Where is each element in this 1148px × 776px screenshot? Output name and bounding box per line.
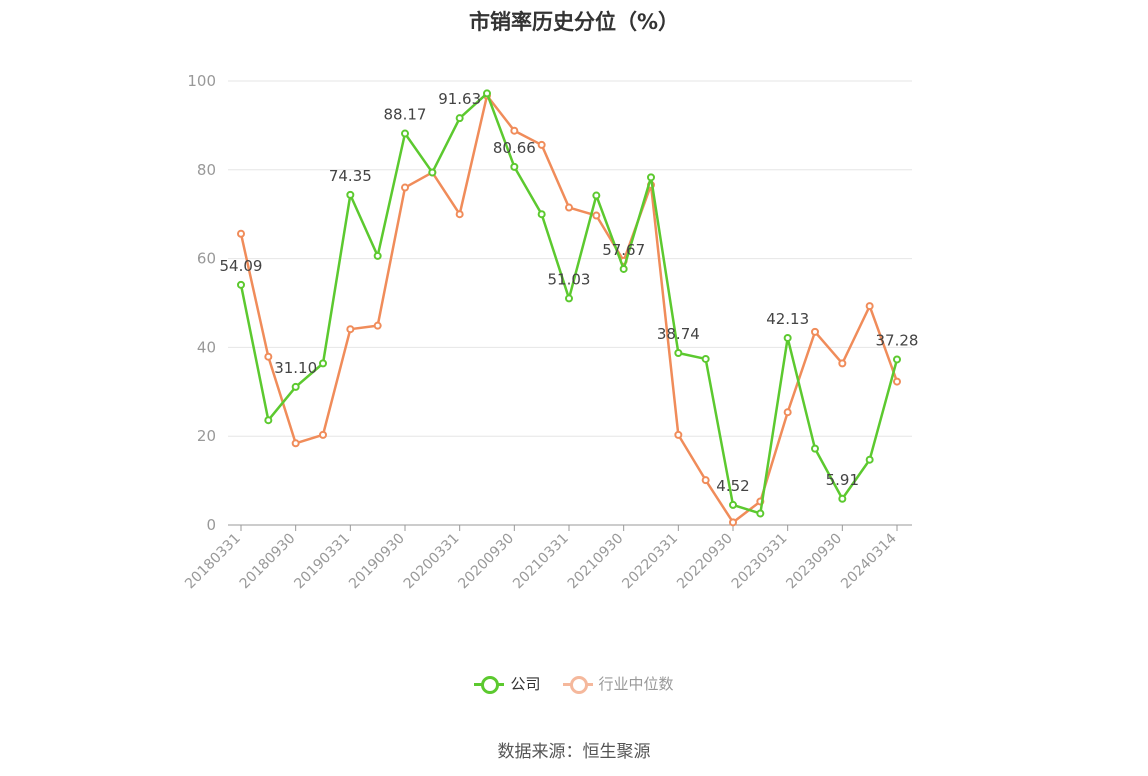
company-point bbox=[729, 500, 737, 509]
data-label: 57.67 bbox=[602, 241, 645, 259]
x-tick-label: 20180331 bbox=[182, 531, 244, 593]
company-point bbox=[483, 89, 491, 98]
data-label: 38.74 bbox=[657, 325, 700, 343]
y-tick-label: 100 bbox=[187, 72, 216, 90]
legend-item-company[interactable]: 公司 bbox=[474, 673, 541, 694]
company-point bbox=[838, 494, 847, 503]
company-point bbox=[373, 251, 382, 260]
data-label: 51.03 bbox=[548, 270, 591, 288]
data-label: 91.63 bbox=[438, 90, 481, 108]
grid-lines bbox=[228, 80, 912, 437]
industry-point bbox=[455, 210, 464, 219]
company-point bbox=[291, 382, 300, 391]
legend-industry-marker-icon bbox=[562, 674, 593, 694]
industry-point bbox=[510, 126, 519, 135]
y-tick-label: 20 bbox=[197, 427, 216, 445]
data-label: 74.35 bbox=[329, 167, 372, 185]
industry-point bbox=[838, 359, 847, 368]
industry-point bbox=[783, 408, 792, 417]
company-point bbox=[565, 294, 573, 303]
legend-company-marker-icon bbox=[474, 674, 505, 694]
company-point bbox=[264, 416, 273, 425]
industry-point bbox=[565, 203, 573, 212]
company-point bbox=[346, 190, 355, 199]
industry-point bbox=[811, 327, 819, 336]
company-point bbox=[865, 455, 874, 464]
industry-point bbox=[264, 352, 273, 361]
industry-point bbox=[729, 518, 737, 527]
data-label: 42.13 bbox=[766, 310, 809, 328]
company-line bbox=[239, 92, 899, 515]
industry-point bbox=[592, 211, 601, 220]
data-label: 5.91 bbox=[826, 471, 859, 489]
company-point bbox=[455, 114, 464, 123]
data-source: 数据来源：恒生聚源 bbox=[497, 742, 651, 762]
y-tick-label: 60 bbox=[197, 250, 216, 268]
company-point bbox=[319, 359, 327, 368]
company-point bbox=[428, 168, 437, 177]
data-label: 88.17 bbox=[384, 106, 427, 124]
legend-item-industry[interactable]: 行业中位数 bbox=[562, 673, 674, 694]
x-tick-label: 20240314 bbox=[838, 530, 900, 592]
industry-point bbox=[701, 476, 710, 485]
series-company bbox=[237, 89, 901, 518]
x-tick-label: 20230331 bbox=[729, 531, 791, 593]
x-tick-label: 20210331 bbox=[510, 531, 572, 593]
y-tick-label: 0 bbox=[206, 516, 216, 534]
x-tick-label: 20220930 bbox=[674, 531, 736, 593]
x-tick-label: 20200930 bbox=[455, 531, 517, 593]
legend: 公司 行业中位数 bbox=[0, 673, 1148, 694]
x-tick-label: 20190930 bbox=[346, 531, 408, 593]
x-tick-label: 20180930 bbox=[237, 531, 299, 593]
company-point bbox=[510, 162, 519, 171]
company-point bbox=[674, 348, 683, 357]
data-label: 4.52 bbox=[716, 477, 749, 495]
legend-company-label: 公司 bbox=[510, 675, 541, 693]
x-tick-label: 20210930 bbox=[565, 531, 627, 593]
x-axis: 2018033120180930201903312019093020200331… bbox=[182, 524, 912, 593]
industry-point bbox=[237, 229, 245, 238]
industry-point bbox=[319, 430, 327, 439]
company-point bbox=[783, 333, 792, 342]
industry-point bbox=[291, 439, 300, 448]
company-point bbox=[537, 210, 546, 219]
data-label: 31.10 bbox=[274, 359, 317, 377]
company-point bbox=[401, 129, 409, 138]
y-axis: 0 20 40 60 80 100 bbox=[187, 72, 216, 534]
x-tick-label: 20190331 bbox=[291, 531, 353, 593]
legend-industry-label: 行业中位数 bbox=[598, 675, 674, 693]
industry-point bbox=[893, 377, 901, 386]
data-label: 54.09 bbox=[220, 257, 263, 275]
company-point bbox=[619, 264, 628, 273]
industry-point bbox=[401, 183, 409, 192]
industry-point bbox=[865, 302, 874, 311]
data-label: 80.66 bbox=[493, 139, 536, 157]
company-point bbox=[592, 191, 601, 200]
industry-point bbox=[674, 430, 683, 439]
company-point bbox=[647, 173, 655, 182]
y-tick-label: 80 bbox=[197, 161, 216, 179]
x-tick-label: 20230930 bbox=[783, 531, 845, 593]
chart-title: 市销率历史分位（%） bbox=[468, 10, 680, 34]
x-tick-label: 20200331 bbox=[401, 531, 463, 593]
company-point bbox=[756, 509, 765, 518]
industry-point bbox=[346, 325, 355, 334]
industry-point bbox=[537, 140, 546, 149]
y-tick-label: 40 bbox=[197, 338, 216, 356]
data-label: 37.28 bbox=[876, 331, 919, 349]
x-tick-label: 20220331 bbox=[619, 531, 681, 593]
company-point bbox=[701, 354, 710, 363]
industry-point bbox=[373, 321, 382, 330]
data-labels: 54.09 31.10 74.35 88.17 91.63 80.66 51.03 57.67… bbox=[220, 90, 919, 495]
company-point bbox=[811, 444, 819, 453]
company-point bbox=[237, 280, 245, 289]
company-point bbox=[893, 355, 901, 364]
